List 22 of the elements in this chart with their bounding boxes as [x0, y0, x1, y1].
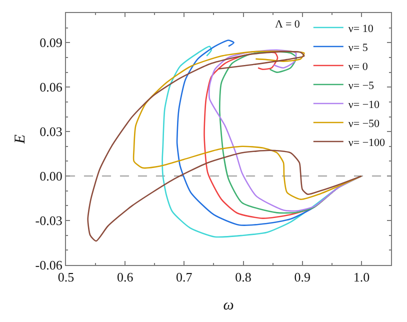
y-tick-label: -0.03	[35, 213, 62, 228]
line-series	[87, 50, 362, 242]
legend-label: ν= 10	[348, 22, 374, 35]
y-tick-label: 0.09	[40, 35, 62, 50]
x-tick-label: 0.7	[176, 270, 193, 285]
y-axis-title: E	[12, 134, 29, 145]
legend-label: ν= −5	[348, 80, 375, 92]
x-axis-title: ω	[223, 298, 234, 314]
y-tick-label: 0.06	[40, 80, 63, 95]
legend-label: ν= −10	[348, 98, 380, 111]
x-tick-label: 0.9	[294, 270, 310, 285]
y-tick-label: 0.00	[40, 168, 62, 184]
x-tick-label: 1.0	[353, 270, 370, 285]
line-series	[132, 50, 362, 200]
legend-label: ν= 0	[348, 60, 368, 73]
x-tick-label: 0.8	[235, 270, 252, 285]
legend-label: ν= −100	[348, 136, 386, 149]
legend-title: Λ = 0	[275, 18, 300, 30]
x-tick-label: 0.6	[116, 270, 134, 285]
legend-label: ν= 5	[348, 42, 368, 54]
y-tick-label: 0.03	[40, 124, 62, 140]
legend-label: ν= −50	[348, 118, 380, 130]
